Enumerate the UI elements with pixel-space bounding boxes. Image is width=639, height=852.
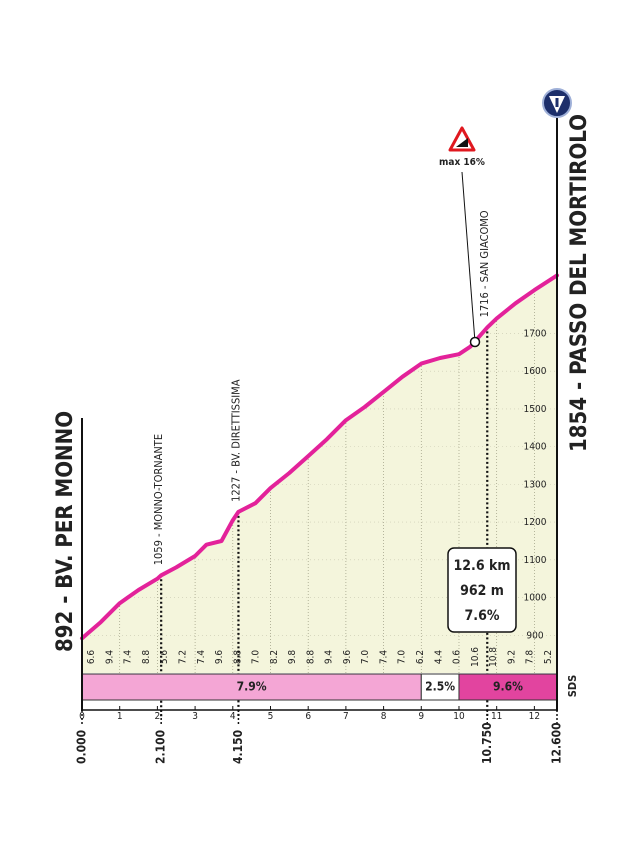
max-gradient-marker <box>448 126 481 348</box>
summary-gain: 962 m <box>460 583 504 599</box>
grade-label: 6.2 <box>415 650 426 664</box>
key-distance-label: 0.000 <box>75 730 89 764</box>
waypoint-label: 1716 - SAN GIACOMO <box>478 210 491 317</box>
y-tick-label: 1200 <box>524 517 547 528</box>
section-label: 7.9% <box>237 680 267 694</box>
y-tick-label: 1000 <box>524 593 547 604</box>
x-tick-label: 10 <box>453 711 465 722</box>
x-tick-label: 2 <box>155 711 161 722</box>
grade-label: 7.0 <box>251 650 262 665</box>
grade-label: 9.4 <box>324 650 335 665</box>
grade-label: 8.8 <box>305 650 316 665</box>
grade-label: 9.6 <box>214 650 225 665</box>
waypoint-label: 1227 - BV. DIRETTISSIMA <box>229 379 242 502</box>
start-title: 892 - BV. PER MONNO <box>53 411 78 652</box>
grade-label: 10.8 <box>488 647 499 667</box>
grade-label: 7.8 <box>525 650 536 665</box>
grade-label: 7.4 <box>378 650 389 665</box>
grade-label: 6.6 <box>86 650 97 665</box>
section-label: 2.5% <box>425 680 455 694</box>
gradient-section <box>420 673 460 701</box>
grade-label: 5.6 <box>159 650 170 665</box>
grade-label: 8.8 <box>141 650 152 665</box>
grade-label: 7.4 <box>196 650 207 665</box>
grade-label: 0.6 <box>452 650 463 665</box>
max-gradient-label: max 16% <box>439 157 485 168</box>
area-fill <box>82 275 557 673</box>
section-label: 9.6% <box>493 680 523 694</box>
y-tick-label: 1600 <box>524 366 547 377</box>
x-tick-label: 3 <box>192 711 198 722</box>
key-distance-label: 10.750 <box>480 722 494 764</box>
x-tick-label: 4 <box>230 711 236 722</box>
grade-label: 9.6 <box>342 650 353 665</box>
summary-distance: 12.6 km <box>454 558 511 574</box>
x-tick-label: 7 <box>343 711 349 722</box>
grade-label: 7.0 <box>397 650 408 665</box>
y-tick-label: 900 <box>526 630 543 641</box>
finish-title: 1854 - PASSO DEL MORTIROLO <box>567 114 592 452</box>
waypoint-label: 1059 - MONNO-TORNANTE <box>152 434 165 565</box>
finish-icon <box>542 88 572 118</box>
grade-label: 7.2 <box>177 650 188 664</box>
x-tick-label: 0 <box>79 711 85 722</box>
x-tick-label: 8 <box>381 711 387 722</box>
x-tick-label: 9 <box>418 711 424 722</box>
grade-label: 7.0 <box>360 650 371 665</box>
y-tick-label: 1400 <box>524 442 547 453</box>
info-box <box>447 547 517 633</box>
grade-label: 4.4 <box>433 650 444 665</box>
summary-gradient: 7.6% <box>465 608 500 624</box>
y-tick-label: 1300 <box>524 479 547 490</box>
y-tick-label: 1700 <box>524 328 547 339</box>
x-tick-label: 11 <box>491 711 502 722</box>
gradient-section <box>458 673 558 701</box>
x-tick-label: 6 <box>305 711 311 722</box>
y-tick-label: 1100 <box>524 555 547 566</box>
grade-label: 7.4 <box>123 650 134 665</box>
grade-label: 9.8 <box>287 650 298 665</box>
key-distance-label: 12.600 <box>550 722 564 764</box>
key-distance-label: 4.150 <box>231 730 245 764</box>
sds-label: SDS <box>566 675 579 697</box>
x-tick-label: 1 <box>117 711 123 722</box>
key-distance-label: 2.100 <box>154 730 168 764</box>
y-tick-label: 1500 <box>524 404 547 415</box>
grade-label: 8.2 <box>269 650 280 664</box>
gradient-section <box>81 673 422 701</box>
grade-label: 5.2 <box>543 650 554 664</box>
grade-label: 9.2 <box>506 650 517 664</box>
x-tick-label: 12 <box>529 711 540 722</box>
grade-label: 9.4 <box>104 650 115 665</box>
grade-label: 10.6 <box>470 647 481 667</box>
x-tick-label: 5 <box>268 711 274 722</box>
